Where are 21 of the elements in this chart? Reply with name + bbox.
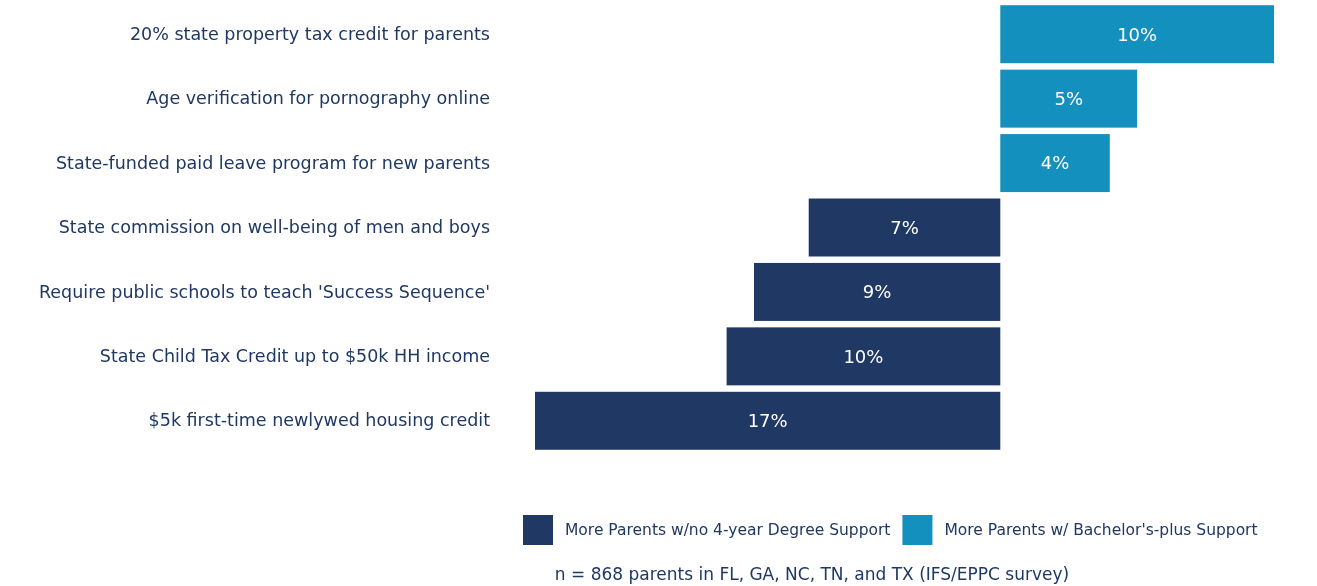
- bar: [808, 198, 1001, 257]
- bar: [726, 327, 1001, 386]
- legend-label: More Parents w/no 4-year Degree Support: [565, 521, 891, 540]
- bar: [535, 391, 1001, 450]
- data-label: 5%: [1054, 87, 1083, 109]
- y-tick-label: $5k first-time newlywed housing credit: [148, 410, 491, 431]
- data-label: 10%: [843, 345, 884, 367]
- data-label: 7%: [890, 216, 919, 238]
- data-label: 10%: [1117, 23, 1158, 45]
- legend-label: More Parents w/ Bachelor's-plus Support: [944, 521, 1258, 540]
- y-tick-label: Require public schools to teach 'Success Sequence': [38, 281, 490, 302]
- y-tick-label: State Child Tax Credit up to $50k HH income: [99, 345, 490, 366]
- y-tick-label: State commission on well-being of men and boys: [58, 217, 490, 238]
- text: n = 868 parents in FL, GA, NC, TN, and TX (IFS/EPPC survey): [554, 563, 1070, 584]
- data-label: 17%: [747, 410, 788, 432]
- y-tick-label: Age verification for pornography online: [146, 88, 490, 109]
- y-tick-label: 20% state property tax credit for parents: [129, 23, 490, 44]
- data-label: 9%: [862, 281, 892, 303]
- y-tick-label: State-funded paid leave program for new parents: [55, 152, 490, 173]
- data-label: 4%: [1040, 152, 1070, 174]
- bar: [753, 262, 1001, 321]
